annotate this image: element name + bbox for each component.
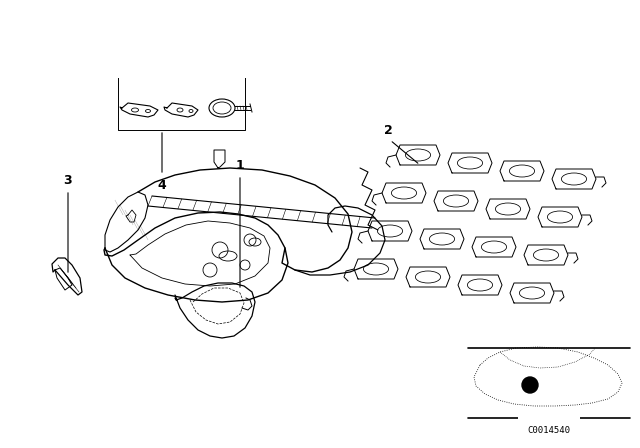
Text: 4: 4: [157, 178, 166, 191]
Text: 2: 2: [383, 124, 392, 137]
Circle shape: [522, 377, 538, 393]
Text: C0014540: C0014540: [527, 426, 570, 435]
Text: 1: 1: [236, 159, 244, 172]
Text: 3: 3: [64, 173, 72, 186]
